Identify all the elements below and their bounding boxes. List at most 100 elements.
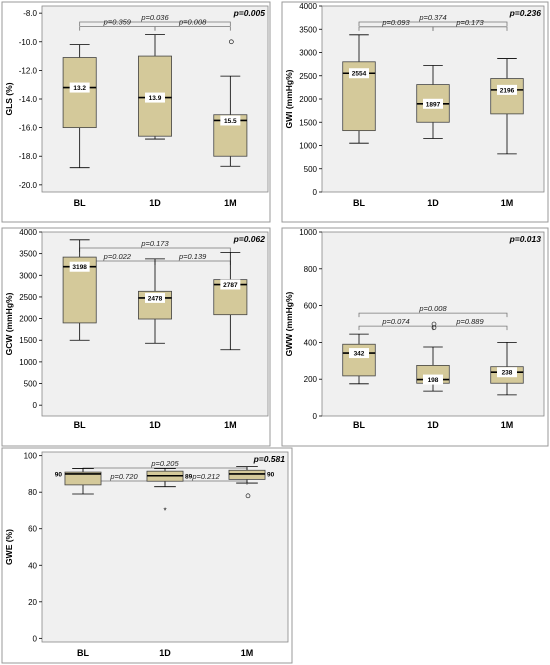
y-tick-label: 2500: [299, 72, 317, 81]
comparison-p-value: p=0.889: [455, 317, 484, 326]
iqr-box: [213, 279, 248, 316]
median-value-label: 2478: [148, 295, 163, 302]
y-tick-label: 200: [304, 375, 318, 384]
box-BL: 90: [55, 468, 102, 495]
comparison-p-value: p=0.720: [109, 472, 138, 481]
y-tick-label: 1500: [299, 118, 317, 127]
box-1M: 90: [228, 466, 275, 499]
y-tick-label: 0: [313, 412, 318, 421]
panel-5: 0 20 40 60 80 100 GWE (%) BL 1D 1M p=0.581 p=0.205 p…: [1, 447, 293, 664]
category-label: BL: [353, 420, 365, 430]
y-axis-label: GCW (mmHg%): [4, 292, 14, 355]
comparison-bracket: [358, 312, 508, 318]
y-tick-label: 500: [304, 165, 318, 174]
median-label-bg: [220, 115, 241, 126]
median-value-label: 3198: [72, 264, 87, 271]
y-tick-label: 0: [313, 188, 318, 197]
comparison-p-value: p=0.173: [455, 18, 484, 27]
y-tick-label: 3000: [19, 271, 37, 280]
y-tick-label: 4000: [19, 228, 37, 237]
category-label: BL: [74, 420, 86, 430]
y-axis-label: GWW (mmHg%): [284, 291, 294, 356]
panel-1: -8.0 -10.0 -12.0 -14.0 -16.0 -18.0 -20.0 GLS (%…: [1, 1, 271, 223]
box-BL: 2554: [342, 34, 376, 144]
y-tick-label: 4000: [299, 2, 317, 11]
comparison-bracket: [154, 26, 231, 31]
median-label-bg: [69, 261, 90, 272]
median-value-label: 90: [55, 471, 63, 478]
y-axis-label: GLS (%): [4, 82, 14, 115]
comparison-p-value: p=0.374: [418, 13, 446, 22]
comparison-p-value: p=0.205: [150, 459, 179, 468]
y-tick-label: -16.0: [19, 124, 38, 133]
y-tick-label: 600: [304, 302, 318, 311]
outlier-point: [431, 321, 437, 327]
y-tick-label: -8.0: [23, 9, 37, 18]
box-BL: 13.2: [62, 44, 97, 169]
iqr-box: [138, 55, 172, 137]
category-label: 1D: [149, 420, 161, 430]
y-tick-label: 1000: [299, 142, 317, 151]
comparison-bracket: [432, 325, 508, 331]
y-tick-label: 800: [304, 265, 318, 274]
box-1D: 89 *: [146, 468, 193, 515]
median-label-bg: [423, 98, 443, 109]
overall-p-value: p=0.013: [509, 234, 542, 244]
category-label: 1D: [427, 420, 439, 430]
box-1M: 2787: [213, 251, 248, 351]
y-tick-label: 20: [28, 598, 37, 607]
category-label: 1D: [149, 198, 161, 208]
comparison-p-value: p=0.359: [103, 18, 132, 27]
extreme-point: *: [163, 506, 166, 515]
y-tick-label: 2000: [299, 95, 317, 104]
category-label: 1M: [501, 420, 514, 430]
median-value-label: 1897: [426, 101, 441, 108]
median-label-bg: [423, 374, 443, 385]
box-1D: 1897: [416, 65, 450, 139]
category-label: 1M: [501, 198, 514, 208]
median-value-label: 238: [502, 370, 513, 377]
y-tick-label: 100: [24, 452, 38, 461]
overall-p-value: p=0.236: [509, 8, 542, 18]
median-value-label: 2196: [500, 87, 515, 94]
box-1M: 15.5: [213, 39, 248, 167]
y-tick-label: 80: [28, 488, 37, 497]
box-1M: 2196: [490, 58, 524, 155]
y-tick-label: 2500: [19, 293, 37, 302]
comparison-p-value: p=0.022: [103, 252, 132, 261]
y-tick-label: 3500: [19, 250, 37, 259]
y-tick-label: 2000: [19, 315, 37, 324]
y-tick-label: 1500: [19, 336, 37, 345]
panel-3: 0 500 1000 1500 2000 2500 3000 3500 4000 GCW (mmH…: [1, 227, 271, 447]
box-BL: 3198: [62, 239, 97, 341]
y-tick-label: 60: [28, 525, 37, 534]
category-label: 1D: [427, 198, 439, 208]
y-tick-label: -20.0: [19, 181, 38, 190]
y-tick-label: -18.0: [19, 152, 38, 161]
box-1D: 198: [416, 321, 450, 392]
category-label: BL: [74, 198, 86, 208]
median-value-label: 15.5: [224, 118, 237, 125]
median-value-label: 13.9: [149, 95, 162, 102]
box-1M: 238: [490, 341, 524, 396]
box-BL: 342: [342, 333, 376, 385]
comparison-p-value: p=0.173: [140, 239, 169, 248]
median-value-label: 2554: [352, 71, 367, 78]
y-tick-label: 500: [24, 380, 38, 389]
overall-p-value: p=0.005: [233, 8, 266, 18]
median-value-label: 2787: [223, 282, 238, 289]
median-label-bg: [349, 68, 369, 79]
box-1D: 13.9: [138, 34, 172, 140]
category-label: 1M: [224, 420, 237, 430]
comparison-bracket: [79, 21, 231, 26]
median-label-bg: [69, 82, 90, 93]
median-label-bg: [145, 92, 165, 103]
category-label: BL: [353, 198, 365, 208]
comparison-p-value: p=0.093: [381, 18, 410, 27]
outlier-point: [245, 493, 251, 499]
median-label-bg: [497, 367, 517, 378]
median-label-bg: [497, 84, 517, 95]
comparison-p-value: p=0.008: [178, 18, 207, 27]
median-value-label: 198: [428, 377, 439, 384]
